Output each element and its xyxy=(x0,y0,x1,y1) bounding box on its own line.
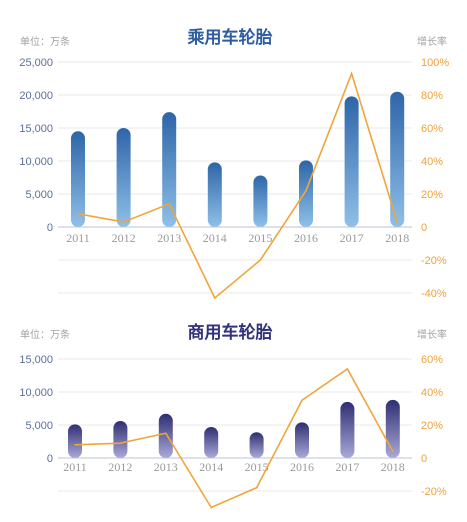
chart2-right-unit: 增长率 xyxy=(417,328,447,341)
bar xyxy=(68,424,82,458)
y-left-tick-label: 0 xyxy=(47,453,53,465)
chart1-plot: 05,00010,00015,00020,00025,000-40%-20%02… xyxy=(19,57,449,300)
y-right-tick-label: 20% xyxy=(421,420,443,432)
growth-rate-line xyxy=(74,367,394,509)
growth-rate-point xyxy=(396,221,399,223)
y-left-tick-label: 25,000 xyxy=(19,57,53,69)
x-tick-label: 2012 xyxy=(108,460,132,474)
x-tick-label: 2011 xyxy=(66,231,90,245)
growth-rate-point xyxy=(74,444,76,446)
x-tick-label: 2014 xyxy=(199,460,223,474)
bar xyxy=(113,421,128,458)
growth-rate-point xyxy=(210,506,212,509)
growth-rate-point xyxy=(350,72,353,75)
bar xyxy=(253,175,268,227)
y-left-tick-label: 0 xyxy=(47,222,53,234)
x-tick-label: 2014 xyxy=(203,231,227,245)
y-left-tick-label: 5,000 xyxy=(25,189,53,201)
bar xyxy=(71,131,85,227)
x-tick-label: 2012 xyxy=(112,231,136,245)
y-left-tick-label: 10,000 xyxy=(19,156,53,168)
x-tick-label: 2018 xyxy=(385,231,409,245)
growth-rate-point xyxy=(119,442,122,444)
x-tick-label: 2017 xyxy=(340,231,364,245)
x-tick-label: 2013 xyxy=(157,231,181,245)
y-left-tick-label: 5,000 xyxy=(25,420,53,432)
growth-rate-point xyxy=(214,297,216,299)
y-right-tick-label: 100% xyxy=(421,57,449,69)
chart2-left-unit: 单位：万条 xyxy=(20,328,70,341)
growth-rate-line xyxy=(77,71,398,300)
bar xyxy=(204,426,219,458)
y-right-tick-label: -20% xyxy=(421,486,447,498)
x-tick-label: 2011 xyxy=(63,460,87,474)
y-right-tick-label: -40% xyxy=(421,288,447,300)
y-right-tick-label: 60% xyxy=(421,354,443,366)
bar xyxy=(385,399,400,458)
x-tick-label: 2013 xyxy=(154,460,178,474)
bar xyxy=(158,413,173,458)
y-right-tick-label: 60% xyxy=(421,123,443,135)
chart1-title: 乘用车轮胎 xyxy=(187,27,273,48)
growth-rate-point xyxy=(77,213,79,215)
bar xyxy=(390,91,405,227)
growth-rate-point xyxy=(165,432,167,435)
y-right-tick-label: 0 xyxy=(421,453,427,465)
growth-rate-point xyxy=(259,259,262,261)
x-tick-label: 2016 xyxy=(290,460,314,474)
bar xyxy=(249,432,264,458)
chart2-plot: 0 5,000 10,000 15,000 -20% 0 20% 40% 60% 2011 2012… xyxy=(19,354,447,509)
growth-rate-point xyxy=(168,203,170,205)
x-tick-label: 2018 xyxy=(381,460,405,474)
growth-rate-point xyxy=(255,486,258,489)
growth-rate-point xyxy=(122,221,125,223)
bar xyxy=(299,160,313,227)
bar xyxy=(116,128,131,227)
x-tick-label: 2015 xyxy=(245,460,269,474)
y-right-tick-label: 20% xyxy=(421,189,443,201)
growth-rate-point xyxy=(301,399,303,402)
chart1-left-unit: 单位：万条 xyxy=(20,35,70,48)
growth-rate-point xyxy=(305,189,307,192)
y-left-tick-label: 15,000 xyxy=(19,354,53,366)
y-right-tick-label: 80% xyxy=(421,90,443,102)
y-left-tick-label: 10,000 xyxy=(19,387,53,399)
bar xyxy=(344,96,359,227)
bar xyxy=(207,162,222,227)
y-right-tick-label: 40% xyxy=(421,387,443,399)
y-right-tick-label: 40% xyxy=(421,156,443,168)
x-tick-label: 2016 xyxy=(294,231,318,245)
y-left-tick-label: 20,000 xyxy=(19,90,53,102)
bar xyxy=(340,401,355,458)
y-right-tick-label: -20% xyxy=(421,255,447,267)
growth-rate-point xyxy=(346,368,349,370)
bar xyxy=(162,112,177,227)
x-tick-label: 2015 xyxy=(248,231,272,245)
y-left-tick-label: 15,000 xyxy=(19,123,53,135)
bar xyxy=(295,422,309,458)
chart2-title: 商用车轮胎 xyxy=(188,322,273,343)
growth-rate-point xyxy=(392,450,394,453)
y-right-tick-label: 0 xyxy=(421,222,427,234)
x-tick-label: 2017 xyxy=(335,460,359,474)
chart1-right-unit: 增长率 xyxy=(417,35,447,48)
